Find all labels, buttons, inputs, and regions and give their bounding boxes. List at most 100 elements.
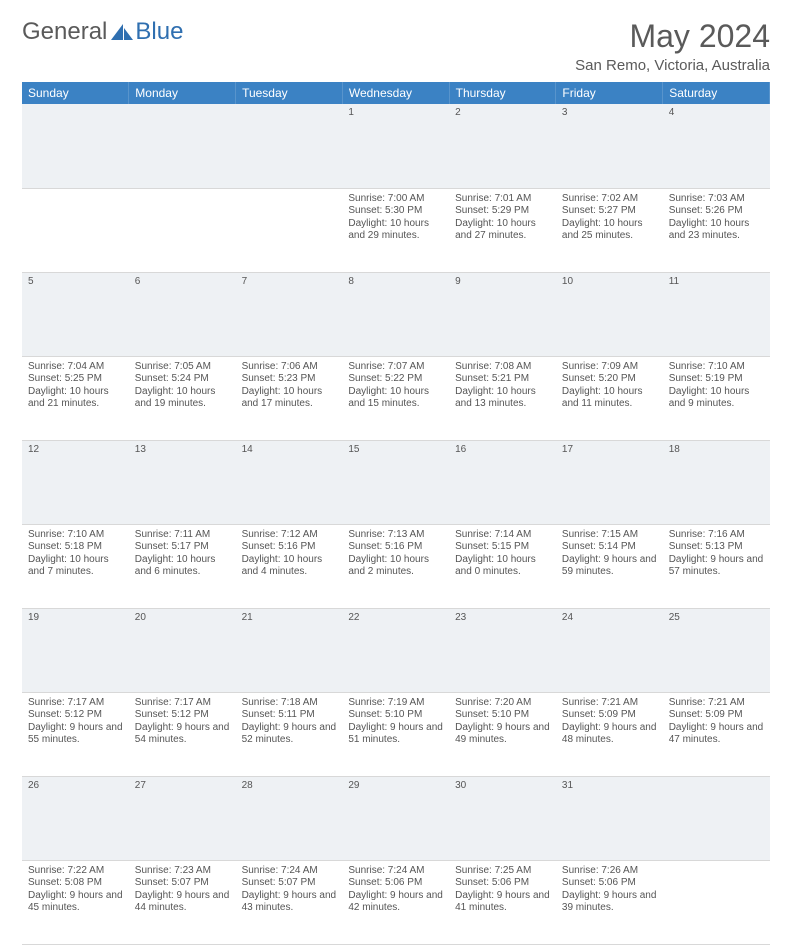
day-cell — [22, 188, 129, 272]
calendar-body: 1234Sunrise: 7:00 AMSunset: 5:30 PMDayli… — [22, 104, 770, 944]
day-cell: Sunrise: 7:17 AMSunset: 5:12 PMDaylight:… — [129, 692, 236, 776]
day-number-row: 262728293031 — [22, 776, 770, 860]
day-cell: Sunrise: 7:01 AMSunset: 5:29 PMDaylight:… — [449, 188, 556, 272]
weekday-header: Thursday — [449, 82, 556, 104]
logo-text-a: General — [22, 18, 107, 46]
day-cell: Sunrise: 7:17 AMSunset: 5:12 PMDaylight:… — [22, 692, 129, 776]
weekday-header: Sunday — [22, 82, 129, 104]
day-number — [236, 104, 343, 188]
day-number: 24 — [556, 608, 663, 692]
day-info-row: Sunrise: 7:10 AMSunset: 5:18 PMDaylight:… — [22, 524, 770, 608]
day-number-row: 1234 — [22, 104, 770, 188]
day-number: 27 — [129, 776, 236, 860]
day-number: 25 — [663, 608, 770, 692]
day-info: Sunrise: 7:07 AMSunset: 5:22 PMDaylight:… — [348, 361, 443, 411]
day-cell: Sunrise: 7:26 AMSunset: 5:06 PMDaylight:… — [556, 860, 663, 944]
day-info: Sunrise: 7:20 AMSunset: 5:10 PMDaylight:… — [455, 697, 550, 747]
weekday-header-row: SundayMondayTuesdayWednesdayThursdayFrid… — [22, 82, 770, 104]
day-info: Sunrise: 7:02 AMSunset: 5:27 PMDaylight:… — [562, 193, 657, 243]
day-cell: Sunrise: 7:14 AMSunset: 5:15 PMDaylight:… — [449, 524, 556, 608]
title-block: May 2024 San Remo, Victoria, Australia — [575, 18, 770, 74]
day-number: 15 — [342, 440, 449, 524]
header: General Blue May 2024 San Remo, Victoria… — [22, 18, 770, 74]
day-cell — [236, 188, 343, 272]
day-info: Sunrise: 7:01 AMSunset: 5:29 PMDaylight:… — [455, 193, 550, 243]
day-number: 21 — [236, 608, 343, 692]
day-number: 17 — [556, 440, 663, 524]
day-number: 31 — [556, 776, 663, 860]
day-number-row: 12131415161718 — [22, 440, 770, 524]
day-info: Sunrise: 7:26 AMSunset: 5:06 PMDaylight:… — [562, 865, 657, 915]
day-number: 5 — [22, 272, 129, 356]
day-number — [22, 104, 129, 188]
day-cell: Sunrise: 7:21 AMSunset: 5:09 PMDaylight:… — [663, 692, 770, 776]
day-info: Sunrise: 7:23 AMSunset: 5:07 PMDaylight:… — [135, 865, 230, 915]
day-cell: Sunrise: 7:22 AMSunset: 5:08 PMDaylight:… — [22, 860, 129, 944]
day-number: 3 — [556, 104, 663, 188]
day-cell: Sunrise: 7:15 AMSunset: 5:14 PMDaylight:… — [556, 524, 663, 608]
day-cell: Sunrise: 7:03 AMSunset: 5:26 PMDaylight:… — [663, 188, 770, 272]
day-number: 26 — [22, 776, 129, 860]
day-number: 10 — [556, 272, 663, 356]
day-cell: Sunrise: 7:11 AMSunset: 5:17 PMDaylight:… — [129, 524, 236, 608]
weekday-header: Friday — [556, 82, 663, 104]
day-cell: Sunrise: 7:02 AMSunset: 5:27 PMDaylight:… — [556, 188, 663, 272]
day-cell: Sunrise: 7:18 AMSunset: 5:11 PMDaylight:… — [236, 692, 343, 776]
day-cell — [129, 188, 236, 272]
day-number: 13 — [129, 440, 236, 524]
day-info: Sunrise: 7:08 AMSunset: 5:21 PMDaylight:… — [455, 361, 550, 411]
day-number: 30 — [449, 776, 556, 860]
day-info-row: Sunrise: 7:22 AMSunset: 5:08 PMDaylight:… — [22, 860, 770, 944]
day-cell: Sunrise: 7:21 AMSunset: 5:09 PMDaylight:… — [556, 692, 663, 776]
day-info: Sunrise: 7:09 AMSunset: 5:20 PMDaylight:… — [562, 361, 657, 411]
day-cell: Sunrise: 7:10 AMSunset: 5:18 PMDaylight:… — [22, 524, 129, 608]
calendar-table: SundayMondayTuesdayWednesdayThursdayFrid… — [22, 82, 770, 945]
day-info: Sunrise: 7:21 AMSunset: 5:09 PMDaylight:… — [669, 697, 764, 747]
day-cell: Sunrise: 7:09 AMSunset: 5:20 PMDaylight:… — [556, 356, 663, 440]
day-info: Sunrise: 7:17 AMSunset: 5:12 PMDaylight:… — [28, 697, 123, 747]
weekday-header: Wednesday — [342, 82, 449, 104]
day-info: Sunrise: 7:14 AMSunset: 5:15 PMDaylight:… — [455, 529, 550, 579]
day-cell: Sunrise: 7:12 AMSunset: 5:16 PMDaylight:… — [236, 524, 343, 608]
day-number: 14 — [236, 440, 343, 524]
location: San Remo, Victoria, Australia — [575, 57, 770, 74]
weekday-header: Tuesday — [236, 82, 343, 104]
weekday-header: Saturday — [663, 82, 770, 104]
day-number: 2 — [449, 104, 556, 188]
day-number: 7 — [236, 272, 343, 356]
day-info: Sunrise: 7:04 AMSunset: 5:25 PMDaylight:… — [28, 361, 123, 411]
day-info: Sunrise: 7:24 AMSunset: 5:07 PMDaylight:… — [242, 865, 337, 915]
day-info: Sunrise: 7:11 AMSunset: 5:17 PMDaylight:… — [135, 529, 230, 579]
logo-text-b: Blue — [135, 18, 183, 46]
day-info: Sunrise: 7:03 AMSunset: 5:26 PMDaylight:… — [669, 193, 764, 243]
day-info-row: Sunrise: 7:00 AMSunset: 5:30 PMDaylight:… — [22, 188, 770, 272]
day-info: Sunrise: 7:24 AMSunset: 5:06 PMDaylight:… — [348, 865, 443, 915]
day-info: Sunrise: 7:25 AMSunset: 5:06 PMDaylight:… — [455, 865, 550, 915]
day-info: Sunrise: 7:21 AMSunset: 5:09 PMDaylight:… — [562, 697, 657, 747]
day-info: Sunrise: 7:12 AMSunset: 5:16 PMDaylight:… — [242, 529, 337, 579]
day-number-row: 567891011 — [22, 272, 770, 356]
day-info: Sunrise: 7:10 AMSunset: 5:19 PMDaylight:… — [669, 361, 764, 411]
day-cell: Sunrise: 7:07 AMSunset: 5:22 PMDaylight:… — [342, 356, 449, 440]
day-cell: Sunrise: 7:25 AMSunset: 5:06 PMDaylight:… — [449, 860, 556, 944]
day-number: 12 — [22, 440, 129, 524]
day-number — [129, 104, 236, 188]
day-info: Sunrise: 7:05 AMSunset: 5:24 PMDaylight:… — [135, 361, 230, 411]
day-cell — [663, 860, 770, 944]
day-cell: Sunrise: 7:24 AMSunset: 5:06 PMDaylight:… — [342, 860, 449, 944]
month-title: May 2024 — [575, 18, 770, 55]
day-number: 23 — [449, 608, 556, 692]
day-number: 16 — [449, 440, 556, 524]
weekday-header: Monday — [129, 82, 236, 104]
day-info: Sunrise: 7:17 AMSunset: 5:12 PMDaylight:… — [135, 697, 230, 747]
day-number — [663, 776, 770, 860]
day-number: 9 — [449, 272, 556, 356]
day-number: 11 — [663, 272, 770, 356]
day-info: Sunrise: 7:16 AMSunset: 5:13 PMDaylight:… — [669, 529, 764, 579]
day-info: Sunrise: 7:13 AMSunset: 5:16 PMDaylight:… — [348, 529, 443, 579]
day-number: 1 — [342, 104, 449, 188]
day-cell: Sunrise: 7:23 AMSunset: 5:07 PMDaylight:… — [129, 860, 236, 944]
logo-sail-icon — [111, 24, 133, 40]
day-info-row: Sunrise: 7:17 AMSunset: 5:12 PMDaylight:… — [22, 692, 770, 776]
day-number: 20 — [129, 608, 236, 692]
